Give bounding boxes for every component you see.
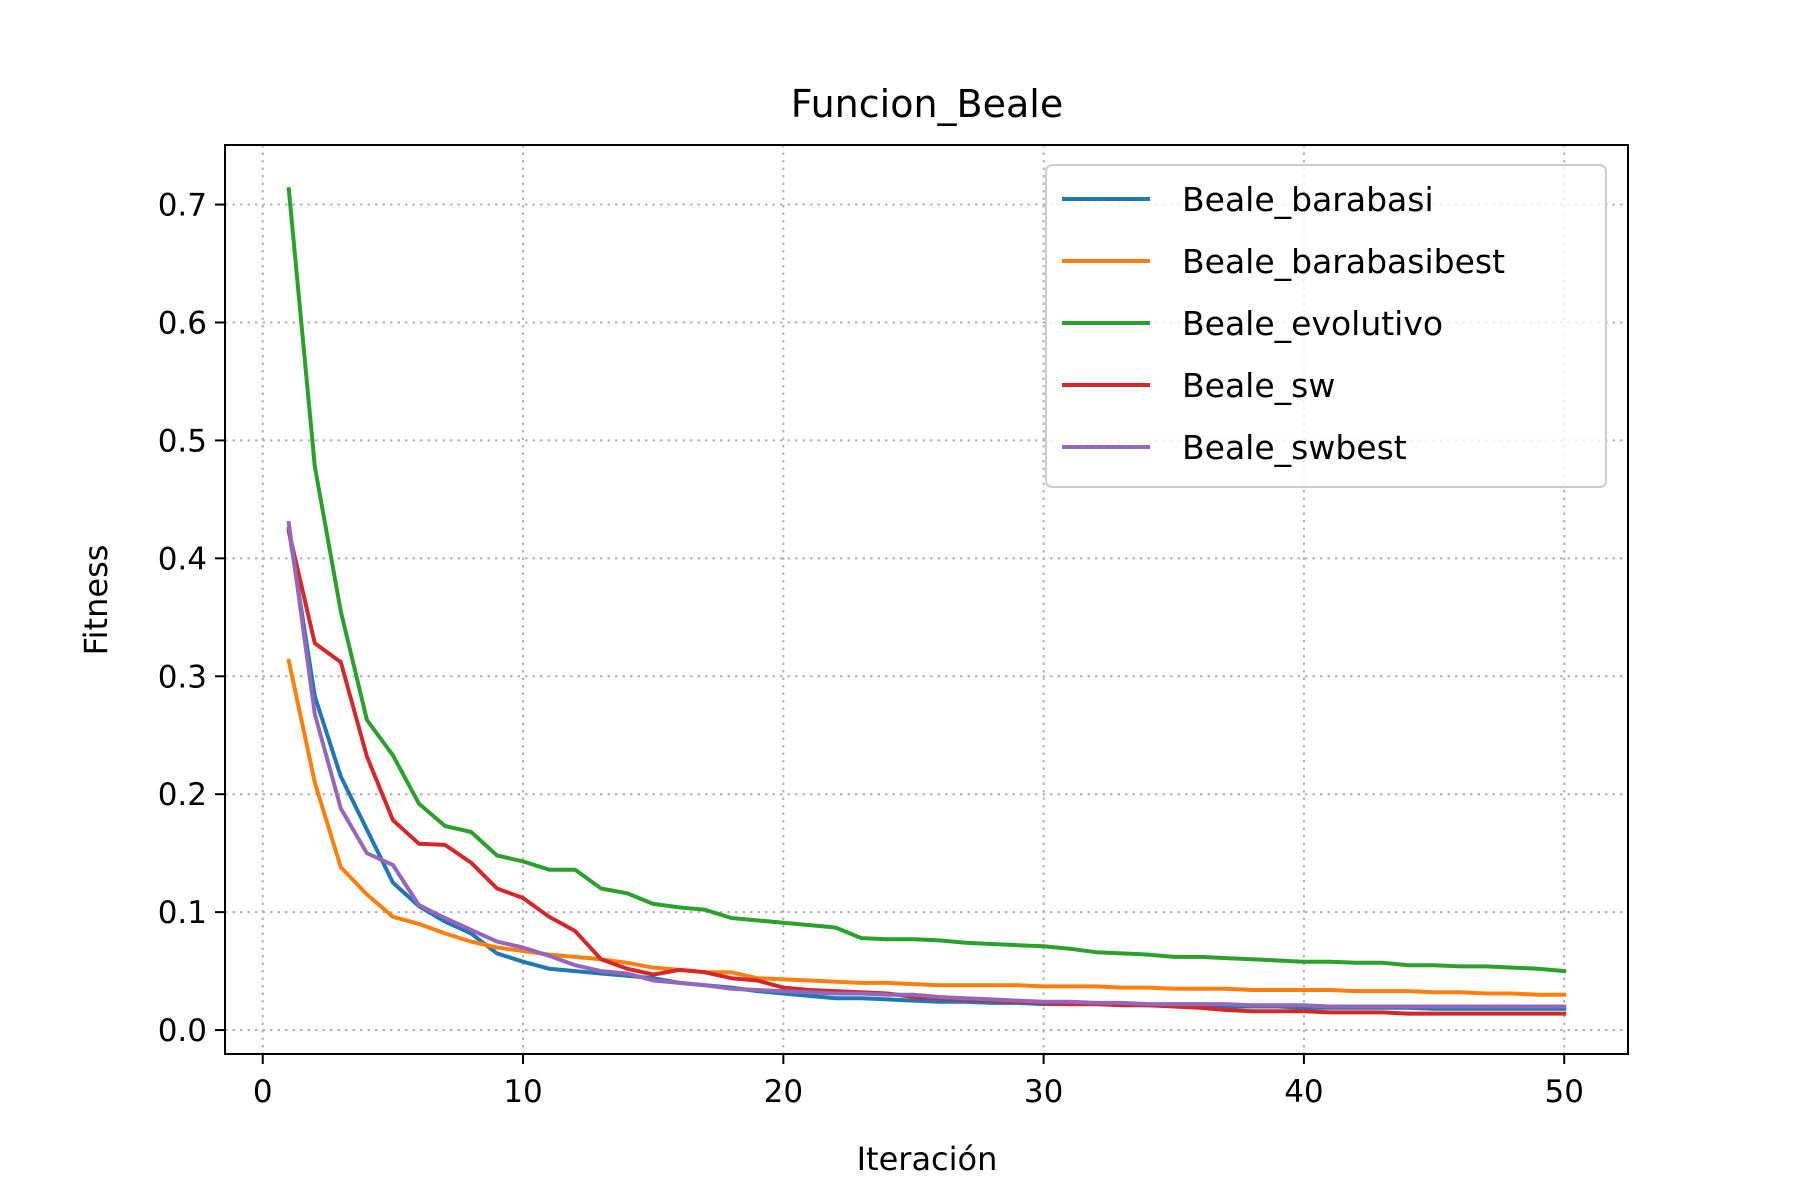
series-lines	[286, 187, 1567, 1016]
series-line-beale-barabasibest	[286, 658, 1567, 997]
y-tick-label: 0.2	[158, 777, 207, 813]
legend-box	[1045, 164, 1607, 488]
x-tick-label: 30	[1024, 1074, 1063, 1110]
y-tick-label: 0.6	[158, 305, 207, 341]
y-axis-label: Fitness	[77, 545, 115, 656]
y-tick-label: 0.5	[158, 423, 207, 459]
y-tick-label: 0.0	[158, 1013, 207, 1049]
x-tick-label: 20	[764, 1074, 803, 1110]
legend-label: Beale_barabasi	[1182, 180, 1434, 219]
y-tick-label: 0.3	[158, 659, 207, 695]
legend-label: Beale_swbest	[1182, 428, 1407, 467]
legend-label: Beale_sw	[1182, 366, 1335, 405]
x-tick-label: 0	[253, 1074, 273, 1110]
legend-label: Beale_barabasibest	[1182, 242, 1505, 281]
series-line-beale-swbest	[286, 520, 1567, 1009]
x-tick-label: 40	[1284, 1074, 1323, 1110]
x-tick-label: 50	[1545, 1074, 1584, 1110]
y-tick-label: 0.1	[158, 895, 207, 931]
x-tick-label: 10	[503, 1074, 542, 1110]
x-axis-label: Iteración	[857, 1140, 998, 1178]
y-tick-label: 0.4	[158, 541, 207, 577]
chart-title: Funcion_Beale	[791, 82, 1063, 126]
plot-frame	[224, 144, 1629, 1055]
x-axis: 0 10 20 30 40 50	[253, 1054, 1584, 1110]
legend-label: Beale_evolutivo	[1182, 304, 1443, 343]
y-tick-label: 0.7	[158, 188, 207, 224]
legend: Beale_barabasi Beale_barabasibest Beale_ev…	[1045, 164, 1607, 488]
y-axis: 0.0 0.1 0.2 0.3 0.4 0.5 0.6 0.7	[158, 188, 225, 1049]
series-line-beale-evolutivo	[286, 187, 1567, 974]
grid	[225, 145, 1628, 1054]
